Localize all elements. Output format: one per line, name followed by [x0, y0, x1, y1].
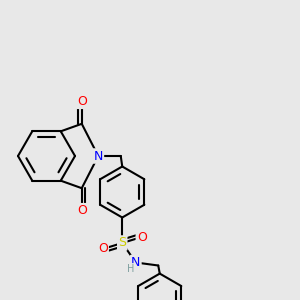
Text: O: O	[98, 242, 108, 256]
Text: N: N	[131, 256, 140, 269]
Text: N: N	[94, 149, 103, 163]
Text: O: O	[77, 204, 87, 217]
Text: S: S	[118, 236, 126, 250]
Text: H: H	[127, 264, 134, 274]
Text: O: O	[137, 230, 147, 244]
Text: O: O	[77, 95, 87, 108]
